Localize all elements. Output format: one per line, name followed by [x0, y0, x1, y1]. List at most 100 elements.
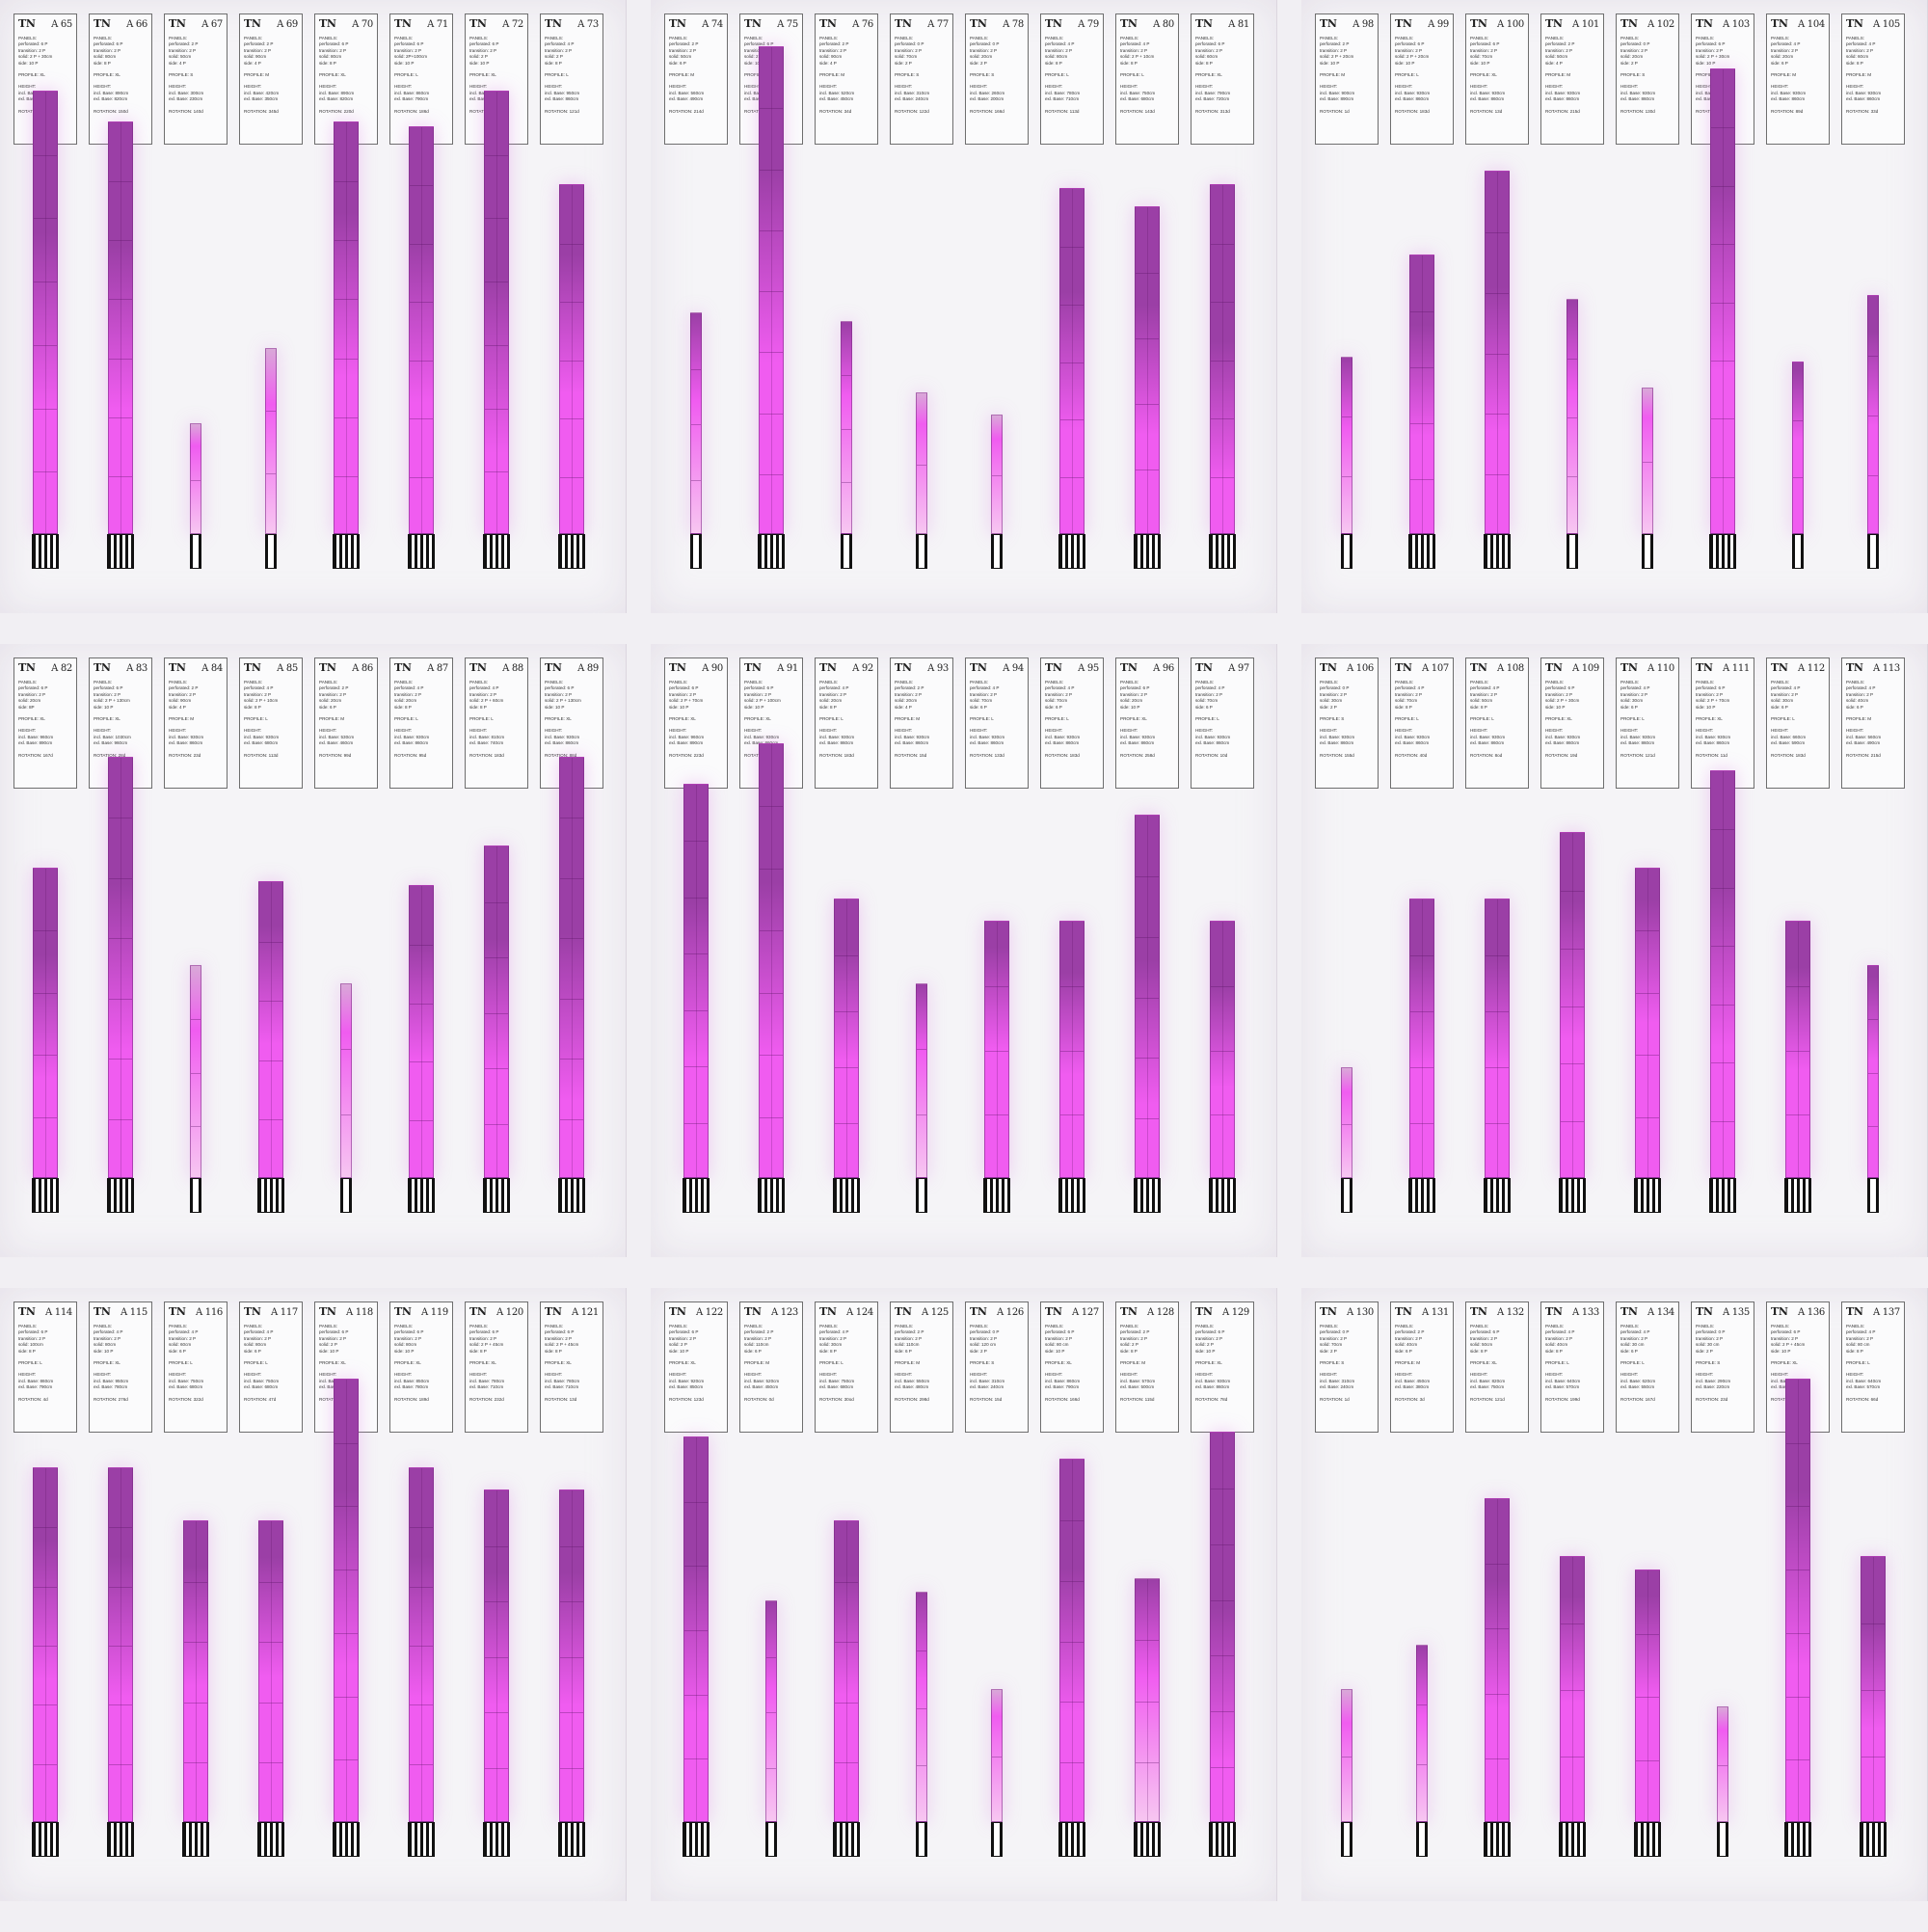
- light-tower[interactable]: [33, 91, 58, 534]
- light-tower[interactable]: [409, 885, 434, 1178]
- light-tower[interactable]: [765, 1600, 777, 1822]
- card-prefix: TN: [1771, 1305, 1788, 1318]
- light-tower[interactable]: [759, 743, 784, 1178]
- light-tower[interactable]: [190, 965, 201, 1178]
- light-tower[interactable]: [1485, 899, 1510, 1178]
- light-tower[interactable]: [916, 983, 927, 1178]
- light-tower[interactable]: [1867, 965, 1879, 1178]
- side-value: side: 10 P: [1696, 60, 1716, 66]
- card-title: TN A 90: [669, 661, 723, 674]
- panel-joint: [691, 424, 701, 425]
- light-tower[interactable]: [559, 1489, 584, 1822]
- light-tower[interactable]: [1485, 1498, 1510, 1822]
- light-tower[interactable]: [1785, 1379, 1810, 1822]
- light-tower[interactable]: [1485, 171, 1510, 534]
- light-tower[interactable]: [1635, 868, 1660, 1178]
- panel-joint: [485, 902, 508, 903]
- light-tower[interactable]: [409, 1467, 434, 1822]
- light-tower[interactable]: [1059, 1459, 1084, 1822]
- light-tower[interactable]: [1135, 1578, 1160, 1822]
- light-tower[interactable]: [841, 321, 852, 534]
- light-tower[interactable]: [1059, 921, 1084, 1178]
- light-tower[interactable]: [1341, 1689, 1352, 1822]
- light-tower[interactable]: [1341, 1067, 1352, 1178]
- panel-seam: [346, 1380, 347, 1821]
- light-tower[interactable]: [559, 184, 584, 534]
- light-tower[interactable]: [108, 757, 133, 1178]
- light-tower[interactable]: [484, 91, 509, 534]
- tower-base: [991, 534, 1003, 569]
- perforated-value: perforated: 6 P: [319, 1329, 349, 1335]
- light-tower[interactable]: [1416, 1645, 1428, 1822]
- tower-base: [683, 1178, 710, 1213]
- light-tower[interactable]: [258, 881, 283, 1178]
- side-value: side: 8 P: [819, 704, 837, 710]
- light-tower[interactable]: [834, 899, 859, 1178]
- light-tower[interactable]: [1566, 299, 1578, 534]
- light-tower[interactable]: [1710, 68, 1735, 534]
- card-title: TN A 103: [1696, 17, 1750, 30]
- light-tower[interactable]: [1341, 357, 1352, 534]
- light-tower[interactable]: [690, 312, 702, 534]
- light-tower[interactable]: [265, 348, 277, 534]
- light-tower[interactable]: [916, 1592, 927, 1822]
- light-tower[interactable]: [1635, 1570, 1660, 1822]
- light-tower[interactable]: [33, 1467, 58, 1822]
- light-tower[interactable]: [334, 121, 359, 534]
- solid-value: solid: 30cm: [1771, 698, 1794, 704]
- light-tower[interactable]: [334, 1379, 359, 1822]
- card-title: TN A 87: [394, 661, 448, 674]
- light-tower[interactable]: [559, 757, 584, 1178]
- light-tower[interactable]: [1135, 815, 1160, 1178]
- light-tower[interactable]: [683, 784, 709, 1178]
- light-tower[interactable]: [984, 921, 1009, 1178]
- light-tower[interactable]: [484, 845, 509, 1178]
- light-tower[interactable]: [916, 392, 927, 534]
- light-tower[interactable]: [484, 1489, 509, 1822]
- light-tower[interactable]: [834, 1520, 859, 1822]
- card-title: TN A 135: [1696, 1305, 1750, 1318]
- light-tower[interactable]: [1560, 832, 1585, 1178]
- light-tower[interactable]: [190, 423, 201, 534]
- panel-joint: [1410, 1067, 1433, 1068]
- light-tower[interactable]: [409, 126, 434, 534]
- card-prefix: TN: [1696, 17, 1713, 30]
- light-tower[interactable]: [258, 1520, 283, 1822]
- light-tower[interactable]: [1710, 770, 1735, 1178]
- panel-joint: [184, 1582, 207, 1583]
- light-tower[interactable]: [1717, 1706, 1728, 1822]
- light-tower[interactable]: [1861, 1556, 1886, 1822]
- light-tower[interactable]: [1210, 184, 1235, 534]
- light-tower[interactable]: [759, 46, 784, 534]
- light-tower[interactable]: [33, 868, 58, 1178]
- light-tower[interactable]: [108, 1467, 133, 1822]
- light-tower[interactable]: [1409, 255, 1434, 534]
- light-tower[interactable]: [991, 415, 1003, 534]
- light-tower[interactable]: [1642, 388, 1653, 534]
- panel-seam: [696, 785, 697, 1177]
- light-tower[interactable]: [1785, 921, 1810, 1178]
- panel-joint: [1486, 232, 1509, 233]
- light-tower[interactable]: [108, 121, 133, 534]
- light-tower[interactable]: [1792, 362, 1804, 534]
- card-prefix: TN: [1195, 661, 1213, 674]
- profile-value: PROFILE: L: [394, 716, 418, 722]
- light-tower[interactable]: [1210, 921, 1235, 1178]
- light-tower[interactable]: [1560, 1556, 1585, 1822]
- light-tower[interactable]: [991, 1689, 1003, 1822]
- rotation-value: ROTATION: 33d: [1846, 108, 1879, 114]
- light-tower[interactable]: [1409, 899, 1434, 1178]
- light-tower[interactable]: [683, 1436, 709, 1822]
- light-tower[interactable]: [1210, 1432, 1235, 1822]
- unit-id: A 84: [201, 663, 223, 674]
- light-tower[interactable]: [1135, 206, 1160, 534]
- light-tower[interactable]: [340, 983, 352, 1178]
- light-tower[interactable]: [1867, 295, 1879, 534]
- light-tower[interactable]: [183, 1520, 208, 1822]
- light-tower[interactable]: [1059, 188, 1084, 534]
- incl-base-value: incl. Base: 750cm: [1120, 90, 1156, 95]
